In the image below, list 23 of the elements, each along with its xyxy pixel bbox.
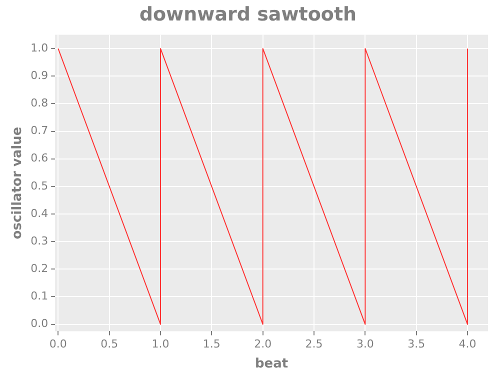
y-axis-title: oscillator value — [10, 126, 26, 240]
x-tick-label: 3.5 — [408, 338, 426, 351]
chart-title: downward sawtooth — [139, 3, 357, 26]
x-tick-label: 0.0 — [49, 338, 67, 351]
y-tick-label: 1.0 — [30, 41, 48, 54]
x-tick-label: 0.5 — [100, 338, 118, 351]
y-tick-label: 0.8 — [30, 96, 48, 110]
x-tick-label: 1.5 — [202, 338, 220, 351]
y-tick-label: 0.6 — [30, 152, 48, 165]
x-tick-label: 2.0 — [254, 338, 272, 351]
y-tick-label: 0.1 — [30, 290, 48, 303]
y-tick-label: 0.7 — [30, 124, 48, 138]
y-tick-label: 0.2 — [30, 262, 48, 276]
y-tick-label: 0.5 — [30, 179, 48, 192]
y-tick-label: 0.0 — [30, 317, 48, 330]
x-tick-label: 1.0 — [152, 338, 170, 351]
y-tick-label: 0.9 — [30, 69, 48, 82]
x-tick-label: 4.0 — [458, 338, 476, 351]
y-tick-label: 0.4 — [30, 206, 48, 220]
x-axis-title: beat — [254, 356, 288, 372]
x-tick-label: 2.5 — [305, 338, 323, 351]
x-tick-label: 3.0 — [356, 338, 374, 351]
y-tick-label: 0.3 — [30, 234, 48, 248]
